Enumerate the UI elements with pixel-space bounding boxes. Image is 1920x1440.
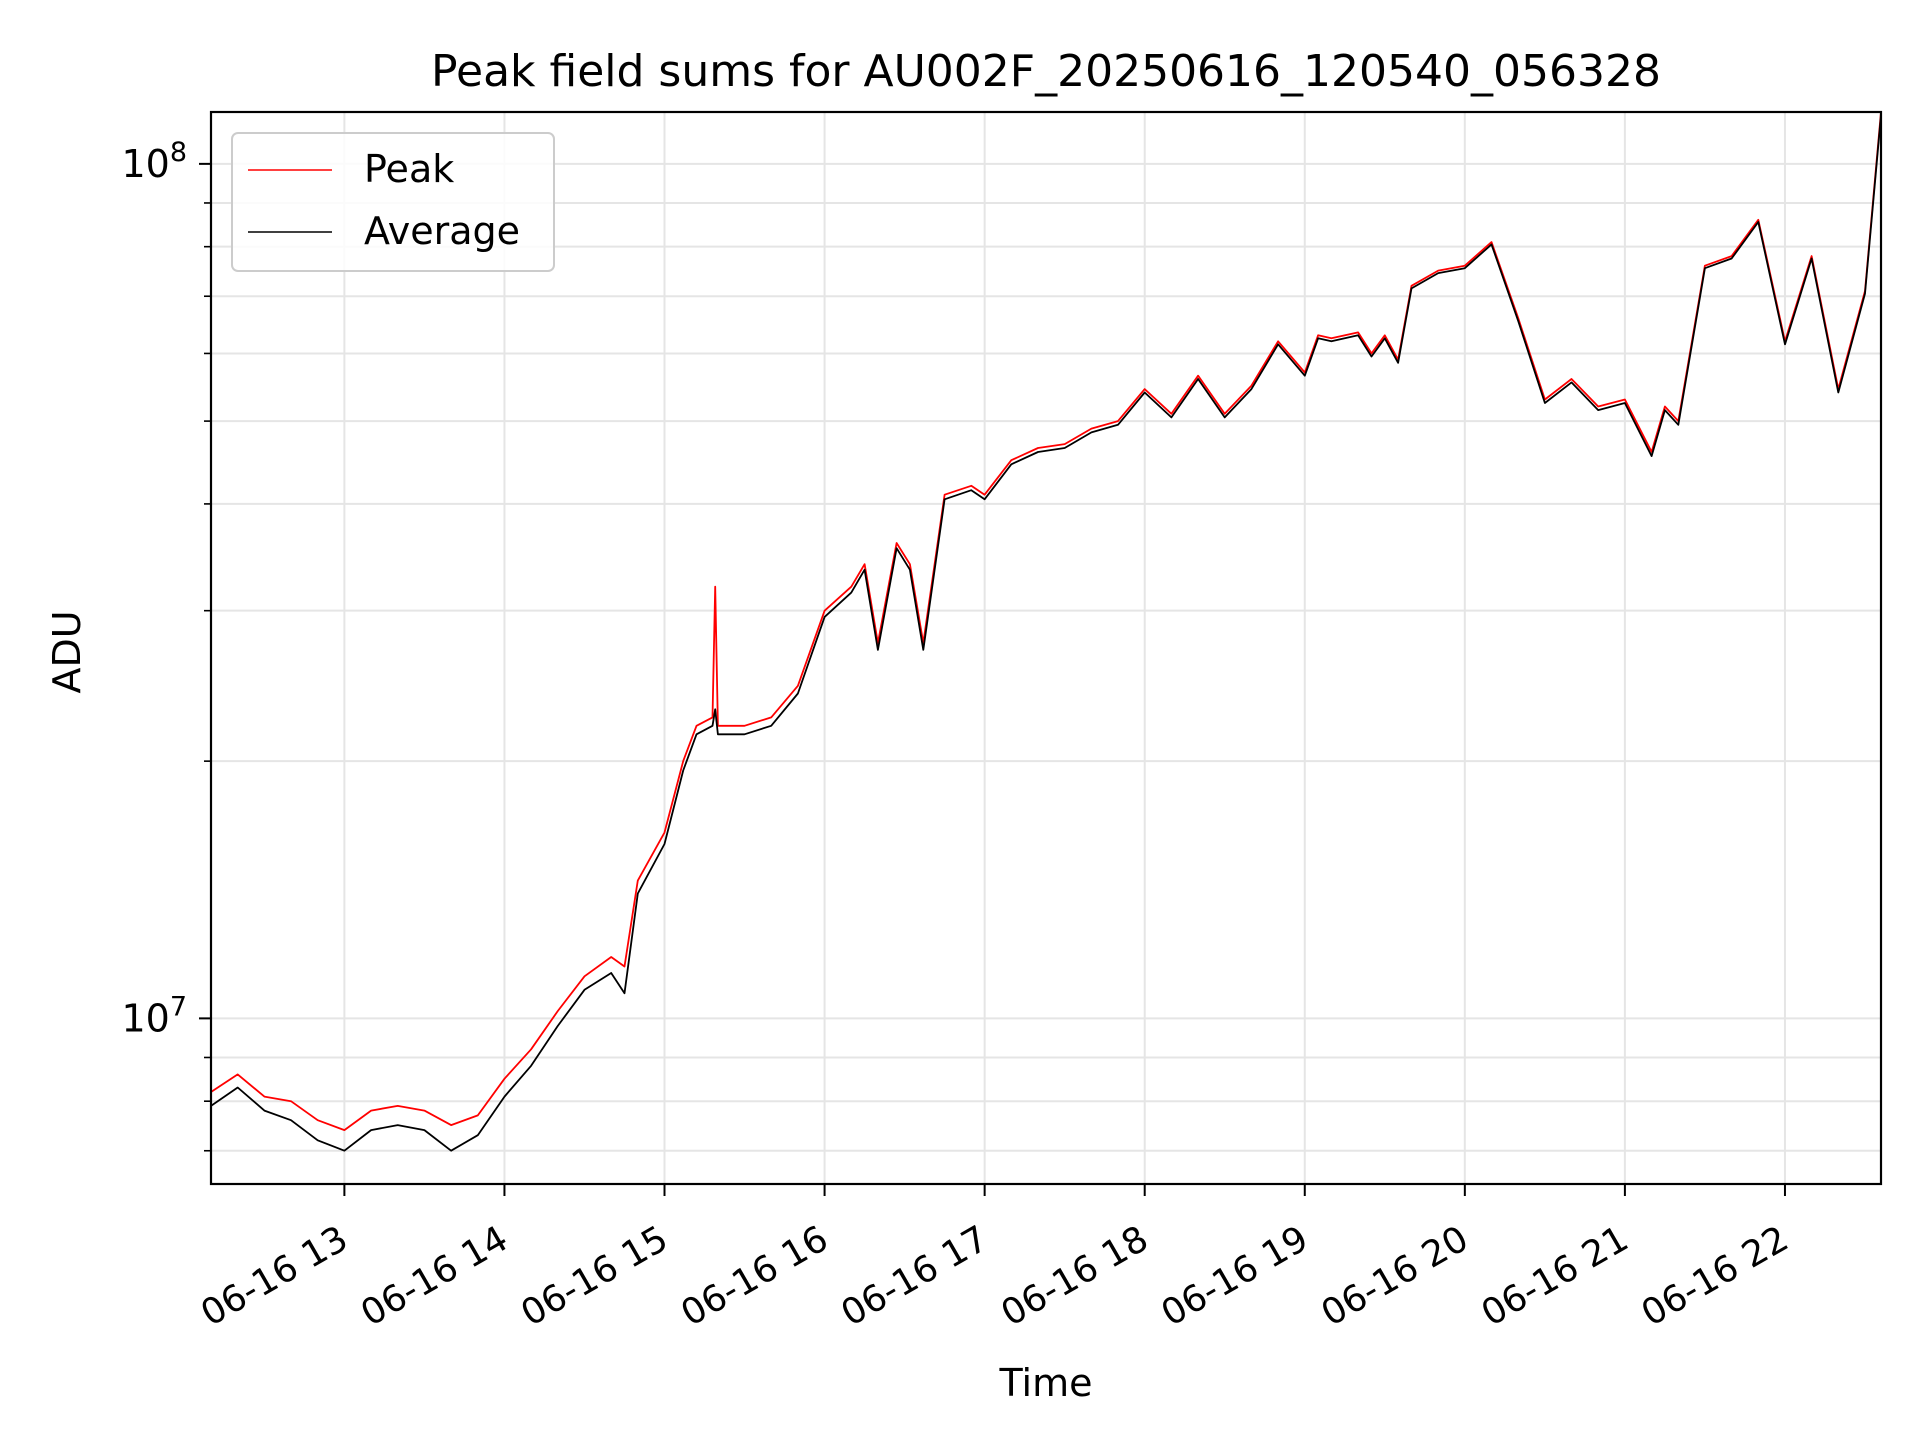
y-tick-label: 107: [121, 991, 187, 1040]
plot-lines: [210, 111, 1882, 1152]
legend-label-average: Average: [364, 209, 520, 253]
legend: Peak Average: [231, 132, 555, 272]
series-line-average: [210, 115, 1882, 1152]
y-axis-ticks: 107 108: [121, 137, 211, 1152]
y-tick-label: 108: [121, 137, 187, 186]
legend-box: [231, 132, 555, 272]
series-line-peak: [210, 111, 1882, 1131]
chart-title: Peak field sums for AU002F_20250616_1205…: [431, 46, 1661, 97]
plot-frame: [209, 110, 1883, 1186]
legend-label-peak: Peak: [364, 147, 454, 191]
y-axis-label: ADU: [45, 610, 89, 693]
x-axis-label: Time: [999, 1361, 1093, 1405]
grid: [211, 112, 1881, 1184]
